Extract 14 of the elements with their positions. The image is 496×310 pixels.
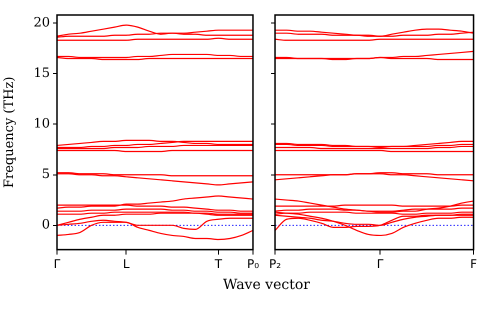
x-tick-label: P₂: [269, 256, 282, 271]
y-tick-label: 0: [42, 218, 50, 233]
y-tick-label: 20: [33, 15, 50, 30]
x-tick-label: L: [122, 256, 130, 271]
x-tick-label: Γ: [376, 256, 384, 271]
x-tick-label: T: [214, 256, 223, 271]
y-tick-label: 5: [42, 167, 50, 182]
x-tick-label: P₀: [246, 256, 260, 271]
x-tick-label: Γ: [54, 256, 61, 271]
x-axis-title: Wave vector: [222, 277, 311, 293]
y-axis-title: Frequency (THz): [2, 76, 18, 188]
x-tick-label: F: [470, 256, 478, 271]
y-tick-label: 10: [33, 116, 50, 132]
y-tick-label: 15: [33, 66, 50, 82]
